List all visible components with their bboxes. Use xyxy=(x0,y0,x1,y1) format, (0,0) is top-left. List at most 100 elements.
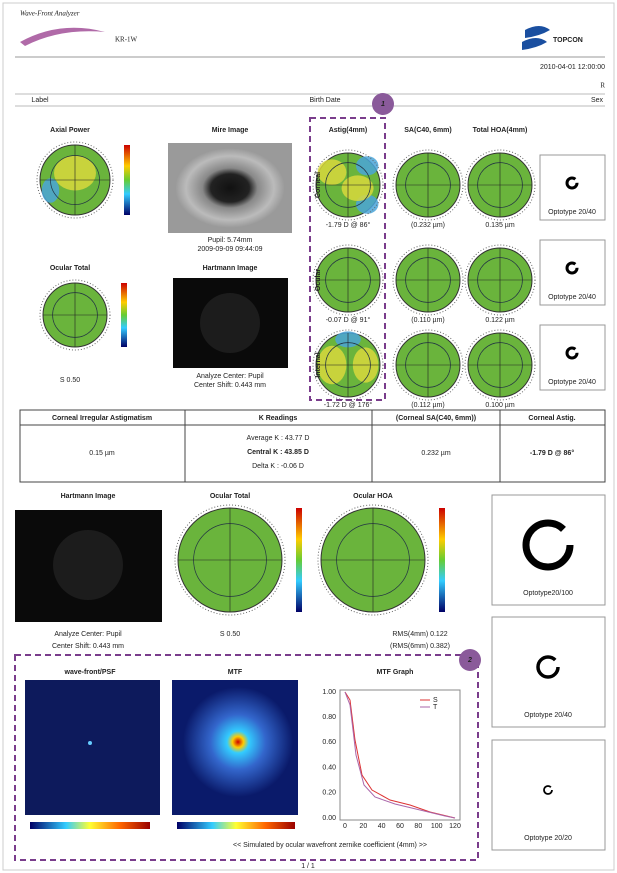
optotype-label: Optotype 20/20 xyxy=(524,835,572,842)
map-edge xyxy=(392,244,464,316)
color-scale xyxy=(124,145,130,215)
x-tick-label: 40 xyxy=(378,823,386,830)
map-value: -1.79 D @ 86° xyxy=(326,221,371,229)
map-value: 0.135 µm xyxy=(485,222,514,229)
eye-side: R xyxy=(600,82,605,90)
mtf-curve xyxy=(344,691,456,819)
y-tick-label: 0.00 xyxy=(322,815,336,822)
panel-title: Hartmann Image xyxy=(203,265,258,272)
table-header: Corneal Irregular Astigmatism xyxy=(52,415,152,422)
table-cell: Delta K : -0.06 D xyxy=(252,463,304,470)
callout-badge xyxy=(459,649,481,671)
row-label: Corneal xyxy=(315,172,322,198)
mire-eye xyxy=(175,148,285,228)
optotype-label: Optotype 20/40 xyxy=(548,209,596,216)
hartmann-spot xyxy=(200,293,260,353)
table-header: (Corneal SA(C40, 6mm)) xyxy=(396,415,476,422)
landolt-c xyxy=(565,261,579,275)
highlight-box xyxy=(309,117,386,401)
optotype-label: Optotype 20/40 xyxy=(524,712,572,719)
color-scale xyxy=(30,822,150,829)
panel-title: Ocular HOA xyxy=(353,493,393,500)
caption: 2009-09-09 09:44:09 xyxy=(198,246,263,253)
map-edge xyxy=(36,141,114,219)
row-label: Internal xyxy=(315,352,322,377)
legend-label: S xyxy=(433,697,438,704)
map-value: 0.100 µm xyxy=(485,402,514,409)
logo-mark xyxy=(522,26,550,50)
callout-number: 2 xyxy=(467,657,472,664)
table-cell: 0.15 µm xyxy=(89,450,115,457)
color-scale xyxy=(177,822,295,829)
map-value: 0.122 µm xyxy=(485,317,514,324)
table-header: K Readings xyxy=(259,415,298,422)
map-edge xyxy=(392,329,464,401)
table-cell: -1.79 D @ 86° xyxy=(530,449,574,457)
y-tick-label: 0.80 xyxy=(322,714,336,721)
callout-badge xyxy=(372,93,394,115)
mtf-plot-area xyxy=(339,689,461,821)
map-edge xyxy=(312,329,384,401)
mtf-map xyxy=(183,687,293,797)
optotype-label: Optotype 20/40 xyxy=(548,379,596,386)
map-value: (0.232 µm) xyxy=(411,222,445,229)
psf-spot xyxy=(88,741,92,745)
legend-label: T xyxy=(433,704,438,711)
column-title: Astig(4mm) xyxy=(329,127,368,134)
map-value: -0.07 D @ 91° xyxy=(326,316,371,324)
y-tick-label: 0.20 xyxy=(322,790,336,797)
footnote: << Simulated by ocular wavefront zernike… xyxy=(233,842,427,849)
map-edge xyxy=(392,149,464,221)
panel-title: MTF xyxy=(228,669,243,676)
map-edge xyxy=(464,149,536,221)
color-scale xyxy=(439,508,445,612)
hartmann-spot xyxy=(53,530,123,600)
map-edge xyxy=(39,279,111,351)
map-value: -1.72 D @ 176° xyxy=(324,401,373,409)
column-title: Total HOA(4mm) xyxy=(473,127,528,134)
map-edge xyxy=(464,329,536,401)
landolt-c xyxy=(543,785,553,795)
table-cell: Central K : 43.85 D xyxy=(247,449,309,456)
brand-swoosh xyxy=(20,27,105,46)
y-tick-label: 0.40 xyxy=(322,764,336,771)
panel-title: MTF Graph xyxy=(377,669,414,676)
color-scale xyxy=(296,508,302,612)
caption: Analyze Center: Pupil xyxy=(196,373,264,380)
x-tick-label: 0 xyxy=(343,823,347,830)
panel-title: Ocular Total xyxy=(210,493,250,500)
table-header: Corneal Astig. xyxy=(528,415,575,422)
caption: Center Shift: 0.443 mm xyxy=(52,643,124,650)
panel-title: Axial Power xyxy=(50,127,90,134)
x-tick-label: 80 xyxy=(414,823,422,830)
panel-title: Ocular Total xyxy=(50,265,90,272)
panel-title: Mire Image xyxy=(212,127,249,134)
y-tick-label: 0.60 xyxy=(322,739,336,746)
color-scale xyxy=(121,283,127,347)
brand-name: Wave-Front Analyzer xyxy=(20,10,80,18)
field-label: Sex xyxy=(591,97,604,104)
panel-title: Hartmann Image xyxy=(61,493,116,500)
optotype-label: Optotype 20/40 xyxy=(548,294,596,301)
optotype-box xyxy=(491,616,606,728)
map-value: (0.110 µm) xyxy=(411,317,444,324)
map-value: (0.112 µm) xyxy=(411,402,444,409)
callout-number: 1 xyxy=(381,101,385,108)
page-number: 1 / 1 xyxy=(301,863,315,870)
datetime: 2010-04-01 12:00:00 xyxy=(540,64,605,71)
column-title: SA(C40, 6mm) xyxy=(404,127,451,134)
landolt-c xyxy=(522,519,574,571)
psf-image xyxy=(25,680,160,815)
model-name: KR-1W xyxy=(115,36,138,44)
caption: S 0.50 xyxy=(220,631,240,638)
map-edge xyxy=(312,244,384,316)
k-table xyxy=(19,409,606,483)
optotype-label: Optotype20/100 xyxy=(523,590,573,597)
landolt-c xyxy=(536,655,560,679)
landolt-c xyxy=(565,176,579,190)
table-cell: 0.232 µm xyxy=(421,450,450,457)
table-cell: Average K : 43.77 D xyxy=(247,435,310,442)
caption: (RMS(6mm) 0.382) xyxy=(390,643,450,650)
